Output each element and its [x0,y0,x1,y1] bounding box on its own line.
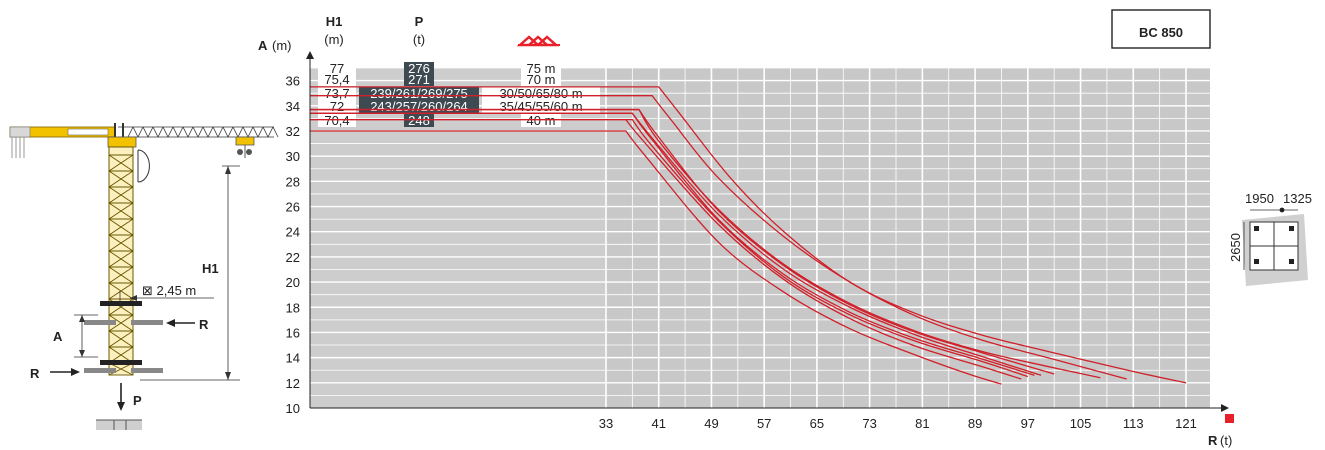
load-curve [310,118,1022,380]
h1-column-title: H1 [326,14,343,29]
x-axis-unit: (t) [1220,433,1232,448]
jib-cell-bg [521,114,561,127]
r-right-label: R [199,317,209,332]
r-left-label: R [30,366,40,381]
jib-length-icon [516,35,560,47]
base-depth: 2650 [1228,233,1243,262]
h1-column-unit: (m) [324,32,344,47]
chart-panel: 10 12 14 16 18 20 22 24 26 28 30 32 34 36 33 41 49 57 65 7… [286,51,1234,431]
h1-cell-bg [318,73,356,86]
h1-cell-bg [318,62,356,75]
x-axis-red-marker [1225,414,1234,423]
jib-cell: 70 m [527,72,556,87]
x-tick-label: 81 [915,416,929,431]
p-cell-bg [359,87,479,100]
y-tick-label: 12 [286,376,300,391]
load-curve [310,112,1042,376]
load-curve [310,112,1035,376]
p-column-unit: (t) [413,32,425,47]
p-column-title: P [415,14,424,29]
x-axis-ticks: 33 41 49 57 65 73 81 89 97 105 113 121 [599,416,1197,431]
jib-cell-bg [482,87,600,100]
p-load-label: P [133,393,142,408]
y-tick-label: 16 [286,325,300,340]
y-tick-label: 30 [286,149,300,164]
y-tick-label: 36 [286,74,300,89]
a-dimension-label: A [53,329,63,344]
h1-cell: 75,4 [324,72,349,87]
x-axis-arrow [1221,404,1229,412]
load-curve [310,95,1127,380]
crane-illustration: H1 ⊠ 2,45 m A R R P [9,123,279,430]
jib-cell: 35/45/55/60 m [499,99,582,114]
p-cell: 243/257/260/264 [370,99,468,114]
x-tick-label: 89 [968,416,982,431]
jib-cell-bg [521,62,561,75]
x-tick-label: 33 [599,416,613,431]
h1-dimension-label: H1 [202,261,219,276]
x-tick-label: 73 [862,416,876,431]
model-label: BC 850 [1139,25,1183,40]
x-tick-label: 41 [651,416,665,431]
x-tick-label: 113 [1123,416,1144,431]
x-tick-label: 121 [1175,416,1197,431]
y-axis-ticks: 10 12 14 16 18 20 22 24 26 28 30 32 34 36 [286,74,300,416]
p-cell: 239/261/269/275 [370,86,468,101]
p-cell-bg [404,73,434,86]
x-axis-title: R [1208,433,1218,448]
y-tick-label: 26 [286,200,300,215]
load-curve [310,130,1002,385]
load-curve [310,108,1101,379]
x-tick-label: 105 [1070,416,1092,431]
p-cell: 248 [408,113,430,128]
x-tick-label: 57 [757,416,771,431]
p-cell-bg [404,62,434,75]
y-tick-label: 14 [286,351,300,366]
y-tick-label: 24 [286,225,300,240]
h1-cell: 72 [330,99,344,114]
load-curve [310,118,1029,378]
base-width-b: 1325 [1283,191,1312,206]
p-cell: 276 [408,61,430,76]
jib-cell: 30/50/65/80 m [499,86,582,101]
p-cell: 271 [408,72,430,87]
y-tick-label: 28 [286,174,300,189]
y-tick-label: 18 [286,300,300,315]
y-tick-label: 34 [286,99,300,114]
y-tick-label: 22 [286,250,300,265]
y-axis-arrow [306,51,314,59]
h1-cell-bg [318,114,356,127]
h1-cell-bg [318,87,356,100]
p-cell-bg [404,114,434,127]
x-tick-label: 97 [1021,416,1035,431]
jib-cell: 40 m [527,113,556,128]
load-curves [310,86,1187,385]
y-tick-label: 32 [286,124,300,139]
y-axis-title: A [258,38,268,53]
y-axis-unit: (m) [272,38,292,53]
jib-cell: 75 m [527,61,556,76]
y-tick-label: 20 [286,275,300,290]
x-tick-label: 49 [704,416,718,431]
base-plan: 1950 1325 2650 [1228,191,1312,286]
base-width-a: 1950 [1245,191,1274,206]
model-box [1111,9,1211,49]
x-tick-label: 65 [810,416,824,431]
load-curve [310,108,1055,375]
chart-grid [310,67,1210,408]
jib-cell-bg [521,73,561,86]
h1-cell: 70,4 [324,113,349,128]
h1-cell: 73,7 [324,86,349,101]
mast-size-label: ⊠ 2,45 m [142,283,196,298]
h1-cell: 77 [330,61,344,76]
config-table: 77 276 75 m 75,4 271 70 m 73,7 239/261/269/275 3… [318,61,600,128]
y-tick-label: 10 [286,401,300,416]
